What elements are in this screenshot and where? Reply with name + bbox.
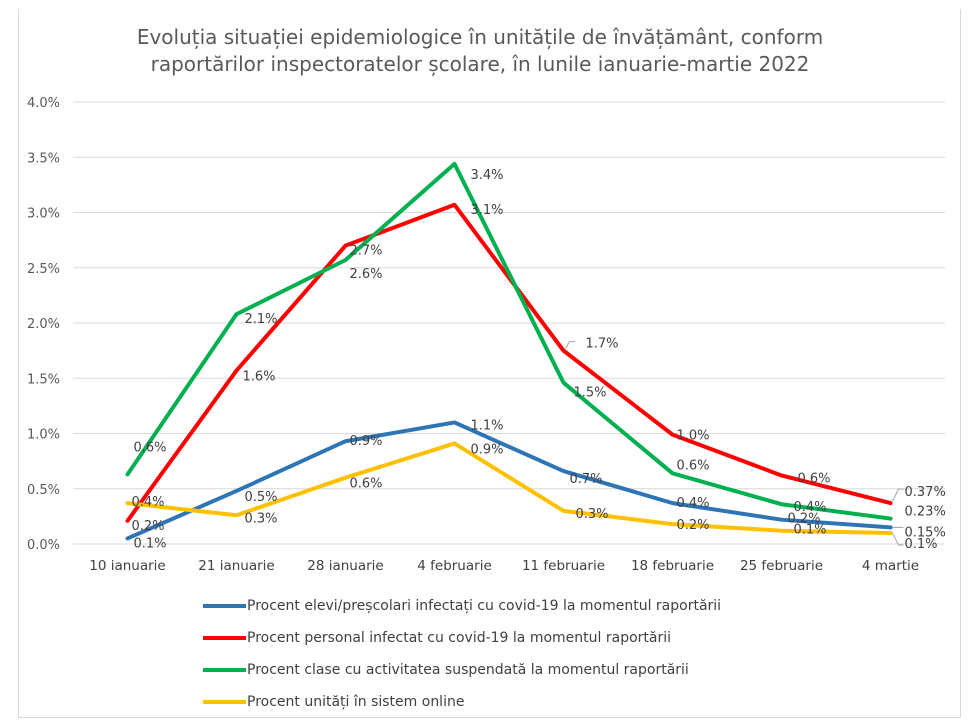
- series-line: [125, 441, 893, 535]
- data-label: 0.2%: [788, 512, 821, 527]
- data-label: 0.3%: [245, 511, 278, 526]
- data-label: 3.1%: [471, 203, 504, 218]
- legend-swatch: [203, 700, 246, 704]
- x-axis-ticks: 10 ianuarie 21 ianuarie 28 ianuarie 4 febru…: [89, 558, 919, 574]
- legend-item: Procent personal infectat cu covid-19 la…: [203, 622, 721, 654]
- data-label: 0.9%: [350, 434, 383, 449]
- series-line: [125, 420, 893, 541]
- data-label: 0.1%: [794, 523, 827, 538]
- x-tick-label: 4 februarie: [417, 558, 492, 574]
- series-lines: [125, 161, 893, 541]
- legend-item: Procent unități în sistem online: [203, 686, 721, 718]
- data-label: 1.5%: [574, 386, 607, 401]
- chart-frame: [18, 9, 961, 718]
- data-label: 0.6%: [350, 477, 383, 492]
- legend-label: Procent unități în sistem online: [247, 694, 465, 710]
- legend-item: Procent clase cu activitatea suspendată …: [203, 654, 721, 686]
- data-label: 0.15%: [905, 525, 946, 540]
- data-label: 3.4%: [471, 168, 504, 183]
- data-label: 1.0%: [677, 429, 710, 444]
- label-leader-line: [892, 532, 904, 546]
- label-leader-line: [892, 488, 904, 502]
- data-label: 0.4%: [677, 496, 710, 511]
- legend-label: Procent clase cu activitatea suspendată …: [247, 662, 689, 678]
- legend-label: Procent personal infectat cu covid-19 la…: [247, 630, 672, 646]
- x-tick-label: 28 ianuarie: [307, 558, 384, 574]
- data-label: 0.3%: [576, 507, 609, 522]
- data-label: 1.7%: [586, 337, 619, 352]
- chart-title-line-1: Evoluția situației epidemiologice în uni…: [136, 25, 824, 49]
- data-label: 0.2%: [677, 518, 710, 533]
- data-label: 0.2%: [132, 519, 165, 534]
- data-label: 2.7%: [350, 244, 383, 259]
- data-label: 1.1%: [471, 418, 504, 433]
- data-label: 2.1%: [245, 312, 278, 327]
- data-label: 0.6%: [798, 471, 831, 486]
- data-label: 1.6%: [243, 370, 276, 385]
- x-tick-label: 10 ianuarie: [89, 558, 166, 574]
- data-label: 0.4%: [132, 495, 165, 510]
- x-tick-label: 21 ianuarie: [198, 558, 275, 574]
- x-tick-label: 11 februarie: [522, 558, 605, 574]
- data-label: 0.1%: [905, 537, 938, 552]
- data-label: 0.4%: [794, 500, 827, 515]
- legend-label: Procent elevi/preșcolari infectați cu co…: [247, 598, 722, 614]
- data-label: 0.7%: [570, 472, 603, 487]
- y-tick-label: 2.0%: [27, 317, 60, 332]
- y-axis-ticks: 0.0% 0.5% 1.0% 1.5% 2.0% 2.5% 3.0% 3.5% 4.0%: [27, 96, 60, 553]
- label-leader-line: [565, 341, 576, 349]
- data-label: 0.6%: [134, 440, 167, 455]
- series-line: [125, 161, 893, 521]
- x-tick-label: 18 februarie: [631, 558, 714, 574]
- data-label: 0.1%: [134, 536, 167, 551]
- y-tick-label: 2.5%: [27, 262, 60, 277]
- data-label: 0.9%: [471, 442, 504, 457]
- data-label: 0.6%: [677, 458, 710, 473]
- legend: Procent elevi/preșcolari infectați cu co…: [203, 590, 721, 718]
- data-label: 0.23%: [905, 505, 946, 520]
- gridlines: [73, 101, 945, 545]
- legend-swatch: [203, 604, 246, 608]
- x-tick-label: 4 martie: [862, 558, 919, 574]
- chart-title-line-2: raportărilor inspectoratelor școlare, în…: [150, 52, 810, 76]
- y-tick-label: 3.0%: [27, 207, 60, 222]
- legend-swatch: [203, 636, 246, 640]
- data-label: 2.6%: [350, 267, 383, 282]
- data-label: 0.37%: [905, 485, 946, 500]
- data-label: 0.5%: [245, 490, 278, 505]
- y-tick-label: 0.0%: [27, 538, 60, 553]
- legend-item: Procent elevi/preșcolari infectați cu co…: [203, 590, 721, 622]
- chart-title: Evoluția situației epidemiologice în uni…: [60, 24, 900, 78]
- y-tick-label: 3.5%: [27, 151, 60, 166]
- data-labels: 0.1%0.5%0.9%1.1%0.7%0.4%0.2%0.15%0.2%1.6…: [132, 168, 946, 552]
- y-tick-label: 1.5%: [27, 372, 60, 387]
- x-tick-label: 25 februarie: [740, 558, 823, 574]
- y-tick-label: 4.0%: [27, 96, 60, 111]
- y-tick-label: 0.5%: [27, 483, 60, 498]
- series-line: [125, 202, 893, 523]
- legend-swatch: [203, 668, 246, 672]
- y-tick-label: 1.0%: [27, 428, 60, 443]
